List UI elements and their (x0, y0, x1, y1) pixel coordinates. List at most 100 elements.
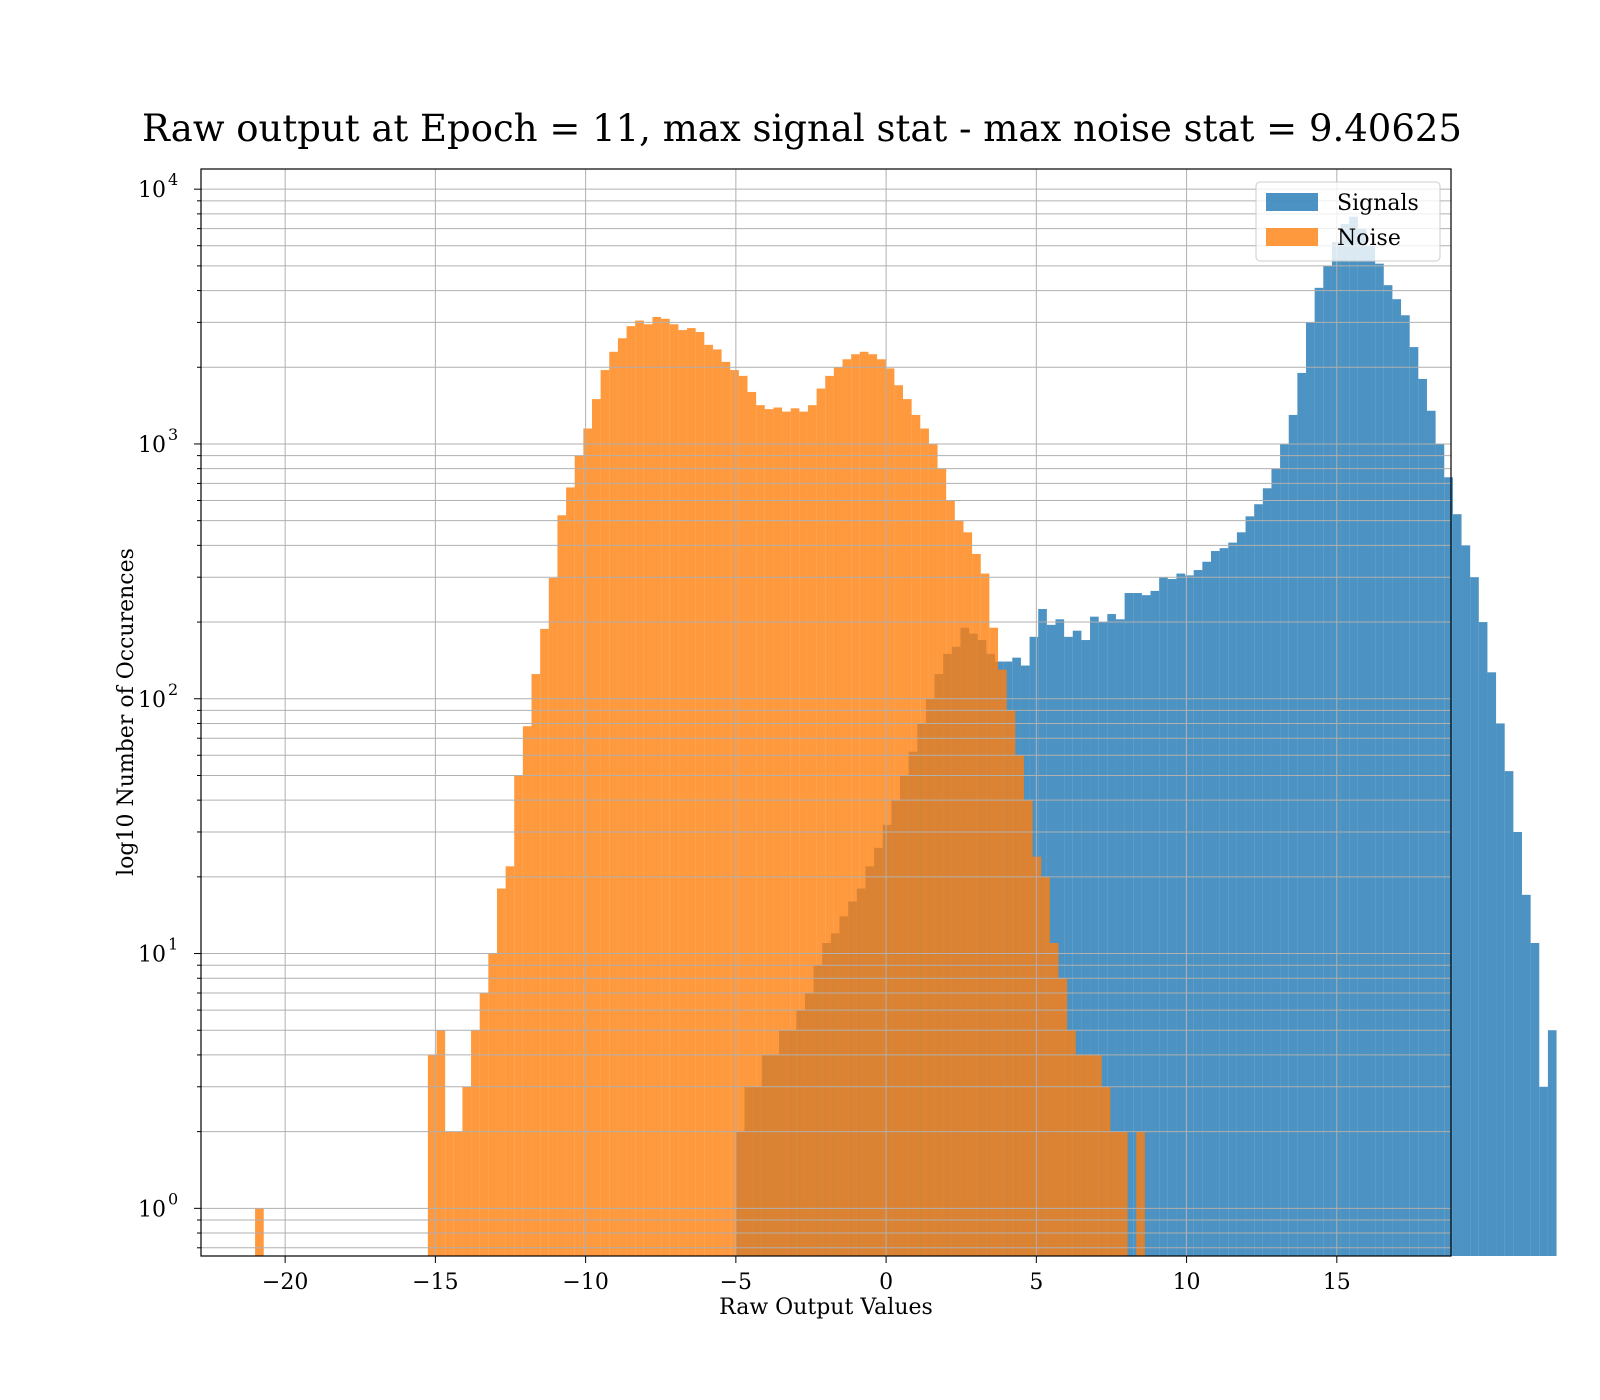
signals-bar (1159, 577, 1168, 1256)
signals-bar (1487, 672, 1497, 1256)
noise-bar (859, 351, 869, 1256)
noise-bar (998, 669, 1007, 1256)
noise-bar (911, 414, 921, 1256)
noise-bar (825, 375, 834, 1256)
noise-bar (928, 443, 938, 1256)
signals-bar (1107, 614, 1116, 1256)
signals-bar (1539, 1086, 1548, 1256)
noise-bars (255, 316, 1145, 1257)
signals-bar (1530, 942, 1540, 1256)
signals-bar (1185, 575, 1194, 1256)
noise-bar (721, 361, 731, 1256)
signals-bar (1547, 1030, 1557, 1256)
y-tick-exponent: 2 (168, 680, 178, 699)
noise-bar (1049, 942, 1059, 1256)
signals-bar (1306, 322, 1315, 1256)
noise-bar (445, 1131, 454, 1256)
noise-bar (617, 338, 627, 1256)
noise-bar (1032, 856, 1042, 1256)
noise-bar (747, 391, 757, 1256)
signals-bar (1444, 477, 1453, 1256)
noise-bar (557, 515, 567, 1256)
noise-bar (842, 359, 852, 1256)
signals-bar (1323, 265, 1332, 1257)
noise-bar (1067, 1030, 1076, 1256)
y-axis-label: log10 Number of Occurences (114, 548, 139, 876)
noise-bar (946, 500, 955, 1256)
signals-bar (1133, 593, 1142, 1256)
noise-bar (479, 993, 489, 1256)
signals-bar (1452, 514, 1462, 1256)
noise-bar (1101, 1086, 1111, 1256)
x-tick-label: −5 (720, 1270, 752, 1295)
signals-bar (1046, 624, 1056, 1256)
noise-bar (462, 1086, 472, 1256)
noise-bar (954, 520, 964, 1256)
noise-bar (730, 370, 739, 1256)
signals-bar (1228, 542, 1237, 1256)
noise-bar (807, 405, 817, 1256)
noise-bar (1023, 800, 1033, 1256)
signals-bar (1081, 640, 1091, 1256)
noise-bar (635, 320, 644, 1257)
y-tick-label: 10 (138, 178, 166, 203)
noise-bar (799, 411, 808, 1257)
signals-bar (1124, 593, 1134, 1256)
noise-bar (505, 866, 515, 1256)
signals-bar (1383, 285, 1393, 1257)
signals-bar (1236, 532, 1246, 1256)
legend-swatch-noise (1266, 228, 1318, 246)
y-tick-exponent: 4 (168, 170, 178, 189)
signals-bar (1150, 590, 1160, 1256)
noise-bar (592, 399, 601, 1256)
y-tick-label: 10 (138, 943, 166, 968)
noise-bar (540, 628, 549, 1256)
noise-bar (712, 349, 722, 1256)
noise-bar (687, 328, 696, 1256)
signals-bar (1271, 468, 1281, 1256)
signals-bar (1297, 372, 1307, 1256)
noise-bar (1084, 1054, 1094, 1256)
noise-bar (1041, 876, 1050, 1256)
noise-bar (574, 455, 584, 1256)
noise-bar (652, 316, 662, 1256)
noise-bar (937, 468, 947, 1256)
signals-bar (1090, 616, 1099, 1256)
noise-bar (885, 368, 895, 1256)
noise-bar (972, 553, 981, 1256)
x-tick-label: −15 (412, 1270, 458, 1295)
noise-bar (1110, 1131, 1119, 1256)
noise-bar (600, 370, 610, 1256)
noise-bar (496, 888, 506, 1256)
noise-bar (894, 385, 903, 1256)
noise-bar (436, 1030, 446, 1256)
y-tick-exponent: 0 (168, 1189, 178, 1208)
noise-bar (764, 409, 774, 1256)
noise-bar (695, 332, 705, 1257)
signals-bar (1115, 619, 1125, 1256)
signals-bar (1435, 443, 1445, 1256)
noise-bar (626, 326, 636, 1256)
noise-bar (833, 367, 843, 1256)
signals-bar (1210, 551, 1220, 1256)
signals-bar (1426, 410, 1436, 1256)
noise-bar (583, 428, 593, 1257)
x-tick-label: 15 (1323, 1270, 1351, 1295)
noise-bar (1006, 710, 1016, 1256)
signals-bar (1504, 771, 1514, 1256)
signals-bar (1280, 443, 1289, 1256)
noise-bar (548, 577, 558, 1256)
signals-bar (1167, 579, 1177, 1256)
signals-bar (1331, 242, 1341, 1257)
signals-bar (1254, 504, 1263, 1257)
plot-frame (200, 168, 1452, 1257)
x-axis-ticks: −20 −15 −10 −5 0 5 10 15 (262, 1256, 1351, 1295)
signals-bar (1461, 545, 1471, 1256)
y-tick-label: 10 (138, 433, 166, 458)
x-axis-label: Raw Output Values (719, 1295, 933, 1320)
noise-bar (643, 324, 653, 1256)
signals-bar (1418, 378, 1427, 1257)
legend-swatch-signals (1266, 193, 1318, 211)
